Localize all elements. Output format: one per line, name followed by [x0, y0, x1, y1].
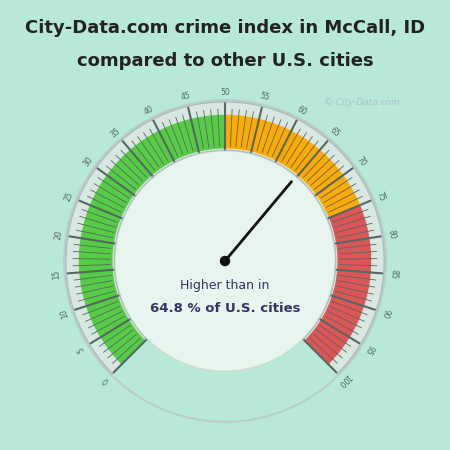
Text: 20: 20	[53, 229, 63, 240]
Text: 40: 40	[142, 104, 155, 117]
Text: 60: 60	[295, 104, 308, 117]
Text: Higher than in: Higher than in	[180, 279, 270, 292]
Text: 25: 25	[63, 190, 75, 202]
Circle shape	[220, 256, 230, 266]
Text: 5: 5	[76, 345, 86, 354]
Text: 15: 15	[52, 269, 62, 279]
Text: 95: 95	[363, 342, 375, 356]
Text: compared to other U.S. cities: compared to other U.S. cities	[76, 52, 373, 70]
Text: 75: 75	[375, 190, 387, 202]
Text: 55: 55	[259, 91, 270, 103]
Text: © City-Data.com: © City-Data.com	[324, 98, 400, 107]
Text: 30: 30	[82, 155, 95, 168]
Text: City-Data.com crime index in McCall, ID: City-Data.com crime index in McCall, ID	[25, 19, 425, 37]
Text: 90: 90	[380, 307, 392, 319]
Text: 0: 0	[101, 375, 111, 385]
Text: 65: 65	[328, 126, 341, 139]
Text: 85: 85	[388, 269, 398, 279]
Text: 80: 80	[387, 229, 397, 240]
Text: 35: 35	[109, 126, 122, 139]
Wedge shape	[225, 115, 360, 218]
Wedge shape	[79, 115, 225, 364]
Circle shape	[115, 151, 335, 371]
Text: 100: 100	[336, 372, 353, 389]
Text: 45: 45	[180, 91, 191, 103]
Text: 10: 10	[59, 307, 70, 319]
Wedge shape	[65, 101, 385, 374]
Wedge shape	[305, 205, 371, 364]
Text: 70: 70	[355, 155, 368, 168]
Text: 50: 50	[220, 88, 230, 97]
Text: 64.8 % of U.S. cities: 64.8 % of U.S. cities	[150, 302, 300, 315]
